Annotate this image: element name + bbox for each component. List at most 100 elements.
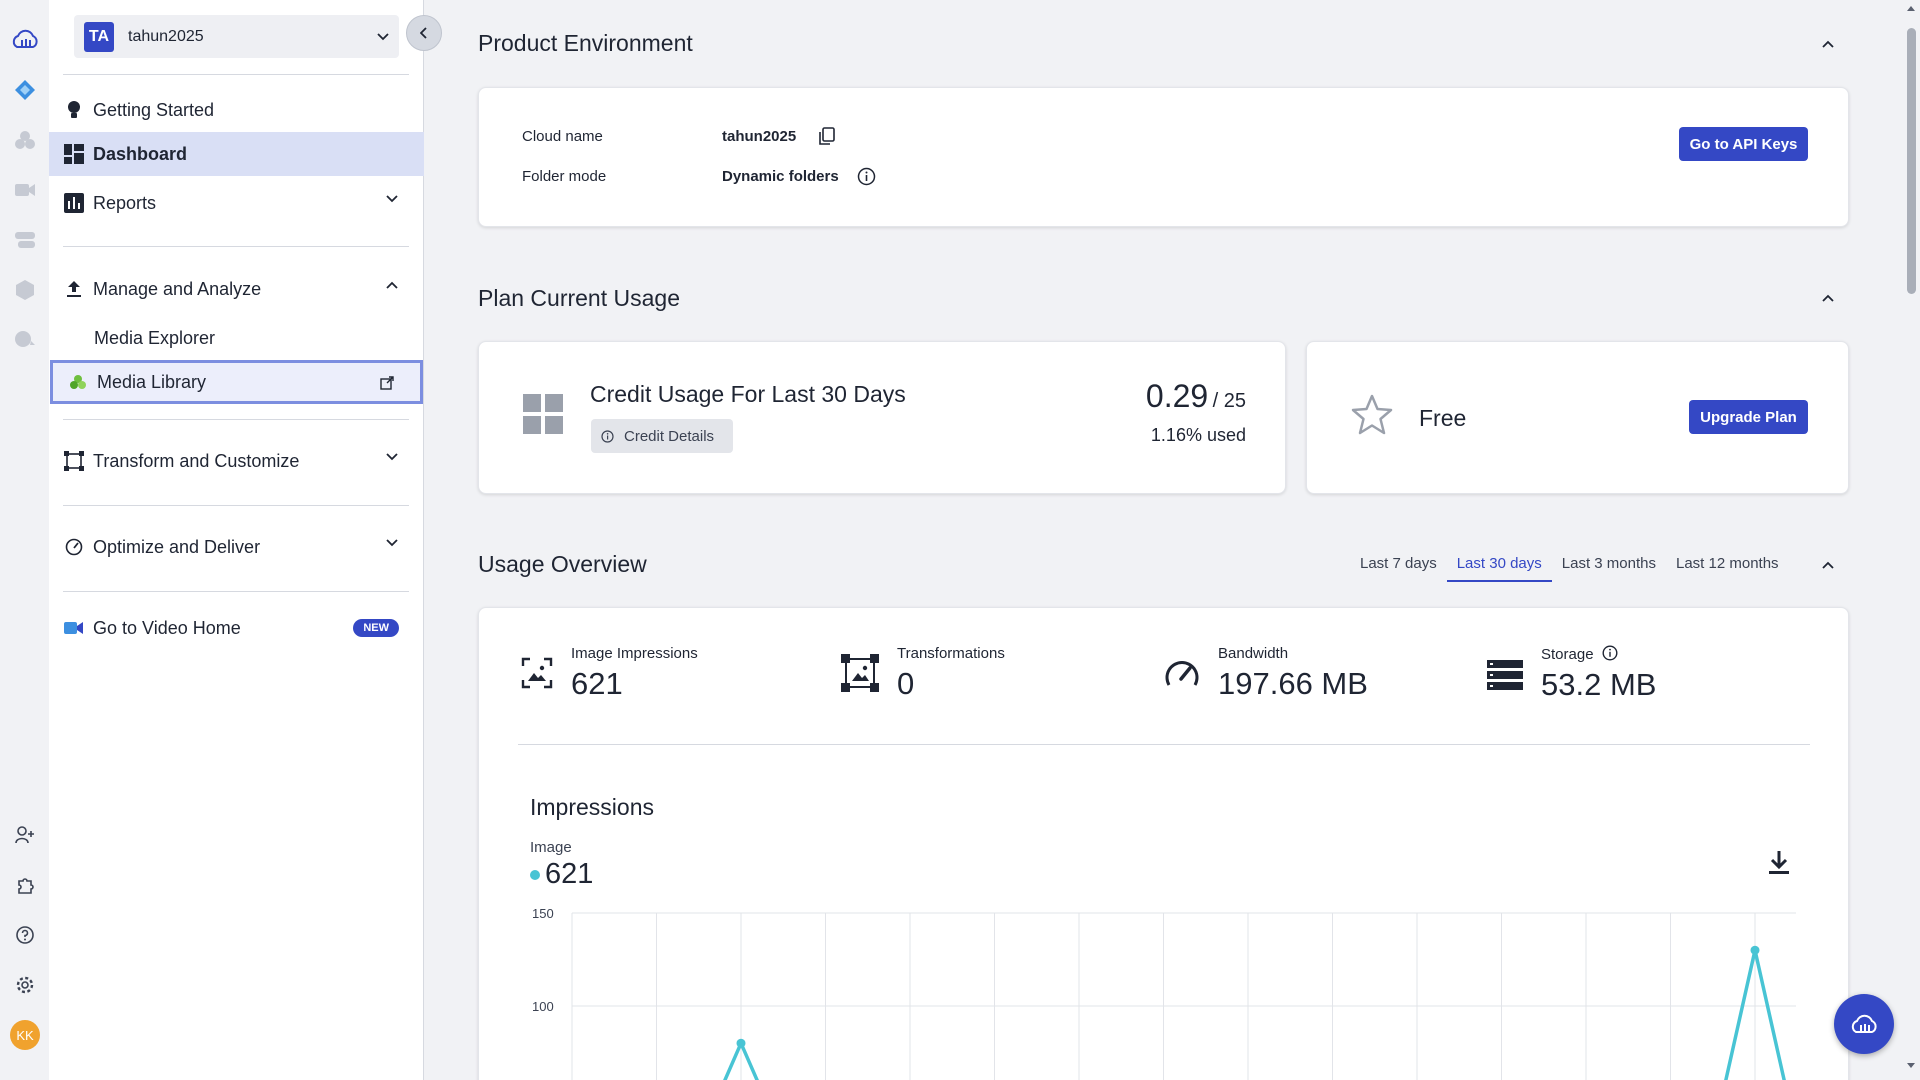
credit-usage-title: Credit Usage For Last 30 Days xyxy=(590,381,906,407)
impressions-line-chart: 150 100 xyxy=(532,906,1796,1080)
sidebar-divider xyxy=(63,505,409,506)
data-point[interactable] xyxy=(1750,945,1760,955)
cloudinary-logo-icon[interactable] xyxy=(10,24,40,54)
sidebar-item-label: Media Explorer xyxy=(94,327,216,348)
bar-chart-icon xyxy=(63,192,85,214)
cloud-name-label: Cloud name xyxy=(522,128,603,145)
storage-label: Storage xyxy=(1541,646,1594,663)
plan-name: Free xyxy=(1419,405,1467,431)
account-switcher[interactable]: TA tahun2025 xyxy=(74,15,399,58)
bandwidth-gauge-icon xyxy=(1165,661,1199,686)
collapse-sidebar-button[interactable] xyxy=(406,15,442,51)
metric-value: 621 xyxy=(571,666,623,701)
chevron-down-icon xyxy=(386,539,398,547)
copy-icon[interactable] xyxy=(819,127,835,145)
chevron-left-icon xyxy=(420,27,427,39)
product-rail: KK xyxy=(0,0,49,1080)
scroll-down-arrow-icon[interactable] xyxy=(1906,1062,1916,1070)
plan-usage-title: Plan Current Usage xyxy=(478,285,680,311)
speedometer-icon xyxy=(63,536,85,558)
dashboard-grid-icon xyxy=(63,143,85,165)
tab-last-3-months[interactable]: Last 3 months xyxy=(1561,555,1656,572)
metrics-divider xyxy=(518,744,1810,745)
account-name: tahun2025 xyxy=(128,27,204,45)
sidebar-divider xyxy=(63,246,409,247)
folder-mode-label: Folder mode xyxy=(522,168,607,185)
collapse-section-chevron-up-icon[interactable] xyxy=(1822,294,1834,302)
new-badge: NEW xyxy=(353,619,399,637)
product-environment-title: Product Environment xyxy=(478,30,693,56)
credits-grid-icon xyxy=(523,394,563,434)
credit-total-value: / 25 xyxy=(1212,390,1246,412)
3d-cube-icon[interactable] xyxy=(10,275,40,305)
sidebar-item-media-explorer[interactable]: Media Explorer xyxy=(49,316,424,360)
sidebar-item-manage-analyze[interactable]: Manage and Analyze xyxy=(49,267,424,311)
portals-icon[interactable] xyxy=(10,225,40,255)
data-point[interactable] xyxy=(736,1038,746,1048)
metric-label: Storage xyxy=(1541,645,1656,663)
sidebar-item-label: Dashboard xyxy=(93,143,188,164)
upload-icon xyxy=(63,278,85,300)
metric-label: Transformations xyxy=(897,645,1005,662)
sidebar-item-label: Manage and Analyze xyxy=(93,278,262,299)
settings-gear-icon[interactable] xyxy=(10,970,40,1000)
chart-series-total: 621 xyxy=(530,858,593,891)
ai-chat-icon[interactable] xyxy=(10,325,40,355)
y-tick-label: 150 xyxy=(532,906,554,921)
assets-icon[interactable] xyxy=(10,125,40,155)
support-chat-button[interactable] xyxy=(1834,994,1894,1054)
chevron-down-icon xyxy=(386,453,398,461)
sidebar-item-getting-started[interactable]: Getting Started xyxy=(49,88,424,132)
download-icon[interactable] xyxy=(1768,850,1790,876)
tab-last-30-days[interactable]: Last 30 days xyxy=(1446,552,1552,582)
transform-icon xyxy=(63,450,85,472)
metric-label: Image Impressions xyxy=(571,645,698,662)
help-icon[interactable] xyxy=(10,920,40,950)
metric-value: 0 xyxy=(897,666,915,701)
sidebar-divider xyxy=(63,591,409,592)
star-icon xyxy=(1351,394,1393,435)
go-to-api-keys-button[interactable]: Go to API Keys xyxy=(1679,127,1808,161)
credit-details-button[interactable]: Credit Details xyxy=(591,419,733,453)
user-avatar[interactable]: KK xyxy=(10,1020,40,1050)
credit-percent-used: 1.16% used xyxy=(1150,425,1246,445)
scrollbar-thumb[interactable] xyxy=(1907,28,1916,294)
puzzle-icon[interactable] xyxy=(10,870,40,900)
sidebar-divider xyxy=(63,74,409,75)
sidebar-item-media-library[interactable]: Media Library xyxy=(50,360,423,404)
series-total-value: 621 xyxy=(545,858,594,890)
collapse-section-chevron-up-icon[interactable] xyxy=(1822,561,1834,569)
sidebar-item-video-home[interactable]: Go to Video Home NEW xyxy=(49,606,424,650)
storage-icon xyxy=(1487,660,1523,690)
sidebar-item-optimize-deliver[interactable]: Optimize and Deliver xyxy=(49,525,424,569)
upgrade-plan-button[interactable]: Upgrade Plan xyxy=(1689,400,1808,434)
sidebar-item-dashboard[interactable]: Dashboard xyxy=(49,132,424,176)
collapse-section-chevron-up-icon[interactable] xyxy=(1822,40,1834,48)
sidebar: TA tahun2025 xyxy=(49,0,424,1080)
sidebar-item-label: Go to Video Home xyxy=(93,617,241,638)
info-icon xyxy=(601,429,614,443)
chevron-down-icon xyxy=(386,195,398,203)
metric-label: Bandwidth xyxy=(1218,645,1289,662)
sidebar-item-transform-customize[interactable]: Transform and Customize xyxy=(49,439,424,483)
transformations-icon xyxy=(841,654,879,692)
credit-usage-amount: 0.29 / 25 xyxy=(1100,378,1246,415)
metric-image-impressions: Image Impressions 621 xyxy=(521,645,698,702)
date-range-tabs: Last 7 days Last 30 days Last 3 months L… xyxy=(1350,552,1789,582)
credit-details-label: Credit Details xyxy=(624,427,715,445)
add-user-icon[interactable] xyxy=(10,820,40,850)
info-icon[interactable] xyxy=(1602,645,1618,661)
page-scrollbar[interactable] xyxy=(1902,0,1920,1080)
tab-last-7-days[interactable]: Last 7 days xyxy=(1360,555,1437,572)
sidebar-item-label: Optimize and Deliver xyxy=(93,536,261,557)
programmable-media-icon[interactable] xyxy=(10,75,40,105)
series-color-dot xyxy=(530,869,540,880)
sidebar-item-label: Reports xyxy=(93,192,157,213)
scroll-up-arrow-icon[interactable] xyxy=(1906,4,1916,12)
tab-last-12-months[interactable]: Last 12 months xyxy=(1676,555,1779,572)
video-icon[interactable] xyxy=(10,175,40,205)
account-initials-badge: TA xyxy=(84,21,114,52)
y-tick-label: 100 xyxy=(532,999,554,1014)
sidebar-item-reports[interactable]: Reports xyxy=(49,181,424,225)
info-icon[interactable] xyxy=(857,167,876,186)
